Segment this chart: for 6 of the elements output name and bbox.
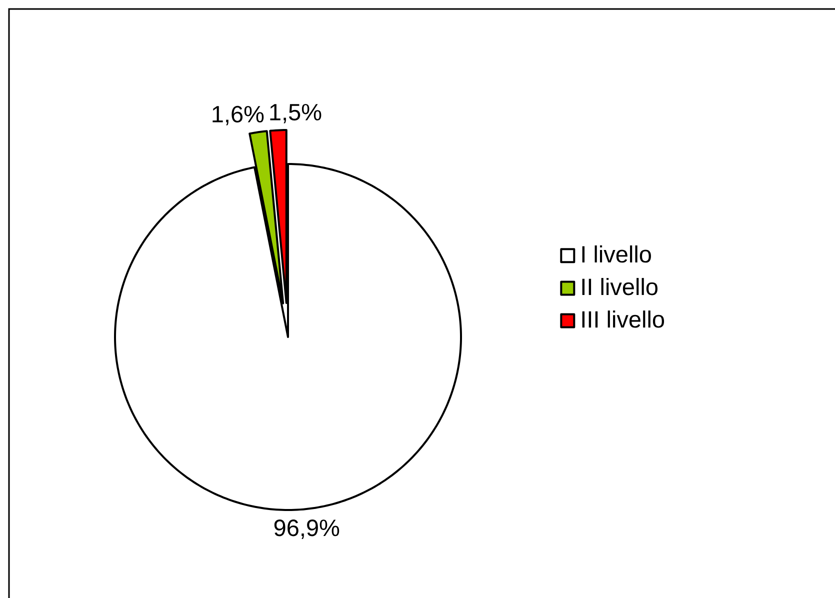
data-label: 96,9%: [274, 520, 340, 539]
legend-label: I livello: [582, 245, 651, 263]
legend-label: III livello: [582, 310, 664, 328]
data-label: 1,6%: [212, 106, 264, 126]
data-label: 1,5%: [270, 104, 322, 124]
legend-label: II livello: [582, 278, 658, 296]
